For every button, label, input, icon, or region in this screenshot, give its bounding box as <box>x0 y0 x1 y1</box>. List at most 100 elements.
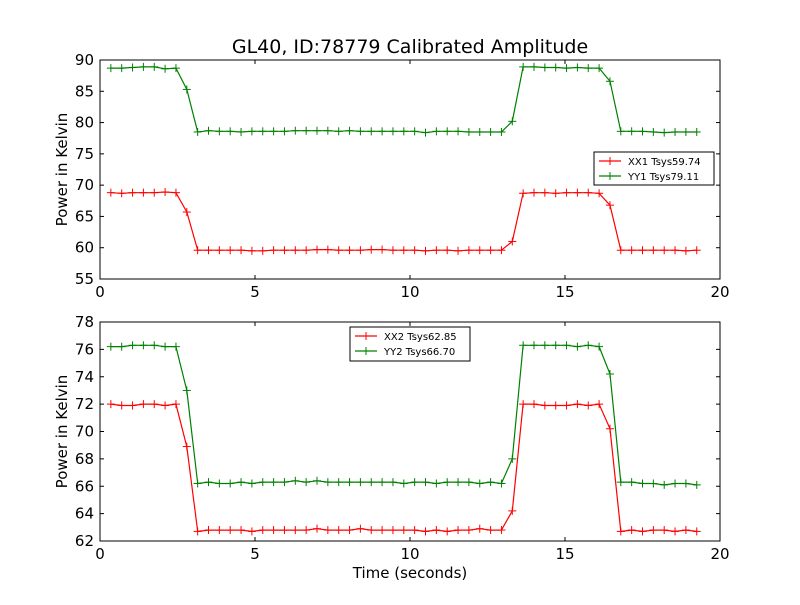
data-point-marker <box>367 526 376 535</box>
data-point-marker <box>464 478 473 487</box>
data-point-marker <box>508 506 517 515</box>
x-tick-label: 0 <box>95 545 105 563</box>
data-point-marker <box>649 127 658 136</box>
data-point-marker <box>237 246 246 255</box>
data-point-marker <box>291 126 300 135</box>
data-point-marker <box>258 127 267 136</box>
data-point-marker <box>681 479 690 488</box>
data-point-marker <box>475 479 484 488</box>
data-point-marker <box>421 128 430 137</box>
legend: XX2 Tsys62.85 YY2 Tsys66.70 <box>349 326 471 362</box>
data-point-marker <box>681 127 690 136</box>
legend-box <box>593 151 715 186</box>
data-point-marker <box>595 64 604 73</box>
data-point-marker <box>551 189 560 198</box>
data-point-marker <box>605 77 614 86</box>
data-point-marker <box>150 62 159 71</box>
data-point-marker <box>280 526 289 535</box>
data-point-marker <box>237 526 246 535</box>
x-tick-label: 0 <box>95 283 105 301</box>
data-point-marker <box>269 127 278 136</box>
data-point-marker <box>378 478 387 487</box>
data-point-marker <box>204 526 213 535</box>
data-point-marker <box>573 188 582 197</box>
data-point-marker <box>540 188 549 197</box>
y-tick-label: 70 <box>75 423 94 441</box>
data-point-marker <box>139 341 148 350</box>
y-tick-label: 80 <box>75 114 94 132</box>
y-tick-label: 85 <box>75 82 94 100</box>
series-xx2 <box>106 400 701 536</box>
data-point-marker <box>399 127 408 136</box>
data-point-marker <box>519 62 528 71</box>
legend-label: XX1 Tsys59.74 <box>628 157 701 168</box>
data-point-marker <box>681 246 690 255</box>
data-point-marker <box>584 64 593 73</box>
data-point-marker <box>692 527 701 536</box>
data-point-marker <box>356 246 365 255</box>
data-point-marker <box>421 246 430 255</box>
data-point-marker <box>432 479 441 488</box>
data-point-marker <box>139 62 148 71</box>
data-point-marker <box>313 476 321 485</box>
data-point-marker <box>540 341 549 350</box>
data-point-marker <box>497 246 506 255</box>
x-tick-label: 10 <box>400 545 419 563</box>
data-point-marker <box>584 341 593 350</box>
data-point-marker <box>530 62 538 71</box>
legend-label: YY1 Tsys79.11 <box>627 172 699 183</box>
data-point-marker <box>345 478 354 487</box>
data-point-marker <box>280 478 289 487</box>
data-point-marker <box>269 526 278 535</box>
data-point-marker <box>432 526 441 535</box>
data-point-marker <box>660 526 669 535</box>
data-point-marker <box>345 126 354 135</box>
data-point-marker <box>161 64 170 73</box>
data-point-marker <box>378 127 387 136</box>
data-point-marker <box>692 480 701 489</box>
data-point-marker <box>616 246 625 255</box>
data-point-marker <box>193 527 202 536</box>
data-point-marker <box>638 246 647 255</box>
data-point-marker <box>291 476 300 485</box>
data-point-marker <box>237 127 246 136</box>
data-point-marker <box>345 246 354 255</box>
data-point-marker <box>660 480 669 489</box>
y-tick-label: 76 <box>75 340 94 358</box>
data-point-marker <box>106 400 115 409</box>
data-point-marker <box>313 245 321 254</box>
data-point-marker <box>356 127 365 136</box>
data-point-marker <box>562 401 571 410</box>
data-point-marker <box>128 341 137 350</box>
y-axis-label: Power in Kelvin <box>53 375 71 489</box>
data-point-marker <box>497 479 506 488</box>
series-yy1 <box>106 62 701 137</box>
data-point-marker <box>215 127 224 136</box>
data-point-marker <box>551 63 560 72</box>
data-point-marker <box>171 64 180 73</box>
data-point-marker <box>605 424 614 433</box>
data-point-marker <box>399 479 408 488</box>
data-point-marker <box>334 246 343 255</box>
x-tick-label: 5 <box>250 545 260 563</box>
y-tick-label: 55 <box>75 270 94 288</box>
data-point-marker <box>551 341 560 350</box>
bottom-panel: 0 5 10 15 20 62 64 66 68 70 72 74 76 78 Power in Kelvi… <box>53 313 730 582</box>
data-point-marker <box>302 126 311 135</box>
data-point-marker <box>334 127 343 136</box>
legend-item: XX2 Tsys62.85 <box>355 332 457 343</box>
data-point-marker <box>443 478 452 487</box>
legend-item: YY2 Tsys66.70 <box>355 347 455 358</box>
data-point-marker <box>660 128 669 137</box>
data-point-marker <box>334 526 343 535</box>
data-point-marker <box>519 189 528 198</box>
data-point-marker <box>215 479 224 488</box>
data-point-marker <box>193 479 202 488</box>
data-point-marker <box>378 245 387 254</box>
data-point-marker <box>182 386 191 395</box>
data-point-marker <box>302 246 311 255</box>
data-point-marker <box>595 342 604 351</box>
data-point-marker <box>247 527 256 536</box>
data-point-marker <box>171 342 180 351</box>
